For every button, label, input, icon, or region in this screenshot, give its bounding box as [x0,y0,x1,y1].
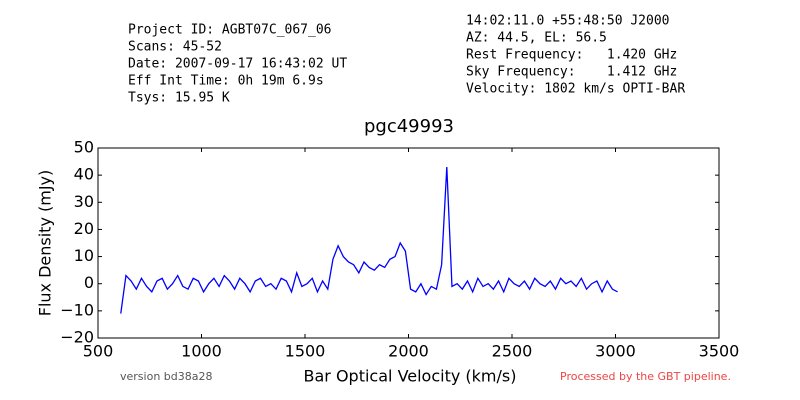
x-tick-label: 1500 [285,342,326,361]
y-axis-label: Flux Density (mJy) [36,170,55,317]
y-tick-label: −20 [60,328,94,347]
x-axis-label: Bar Optical Velocity (km/s) [304,367,517,386]
header-line: Scans: 45-52 [128,40,222,55]
version-note: version bd38a28 [120,370,213,383]
pipeline-note: Processed by the GBT pipeline. [560,370,731,383]
chart-title: pgc49993 [364,116,454,137]
y-tick-label: 0 [84,273,94,292]
x-tick-label: 2500 [492,342,533,361]
header-line: AZ: 44.5, EL: 56.5 [466,31,607,46]
header-line: Tsys: 15.95 K [128,91,230,106]
x-tick-label: 3000 [595,342,636,361]
y-tick-label: 30 [74,192,94,211]
x-tick-label: 3500 [699,342,740,361]
spectrum-line [120,166,618,314]
x-tick-label: 500 [83,342,114,361]
y-tick-label: 40 [74,165,94,184]
x-tick-label: 1000 [181,342,222,361]
y-tick-label: −10 [60,300,94,319]
header-line: Project ID: AGBT07C_067_06 [128,23,332,38]
y-tick-label: 10 [74,246,94,265]
header-line: Velocity: 1802 km/s OPTI-BAR [466,82,685,97]
header-line: Eff Int Time: 0h 19m 6.9s [128,74,324,89]
header-line: Date: 2007-09-17 16:43:02 UT [128,57,347,72]
header-line: Rest Frequency: 1.420 GHz [466,48,677,63]
y-tick-label: 50 [74,138,94,157]
y-tick-label: 20 [74,219,94,238]
header-line: 14:02:11.0 +55:48:50 J2000 [466,14,670,29]
x-tick-label: 2000 [388,342,429,361]
header-line: Sky Frequency: 1.412 GHz [466,65,677,80]
